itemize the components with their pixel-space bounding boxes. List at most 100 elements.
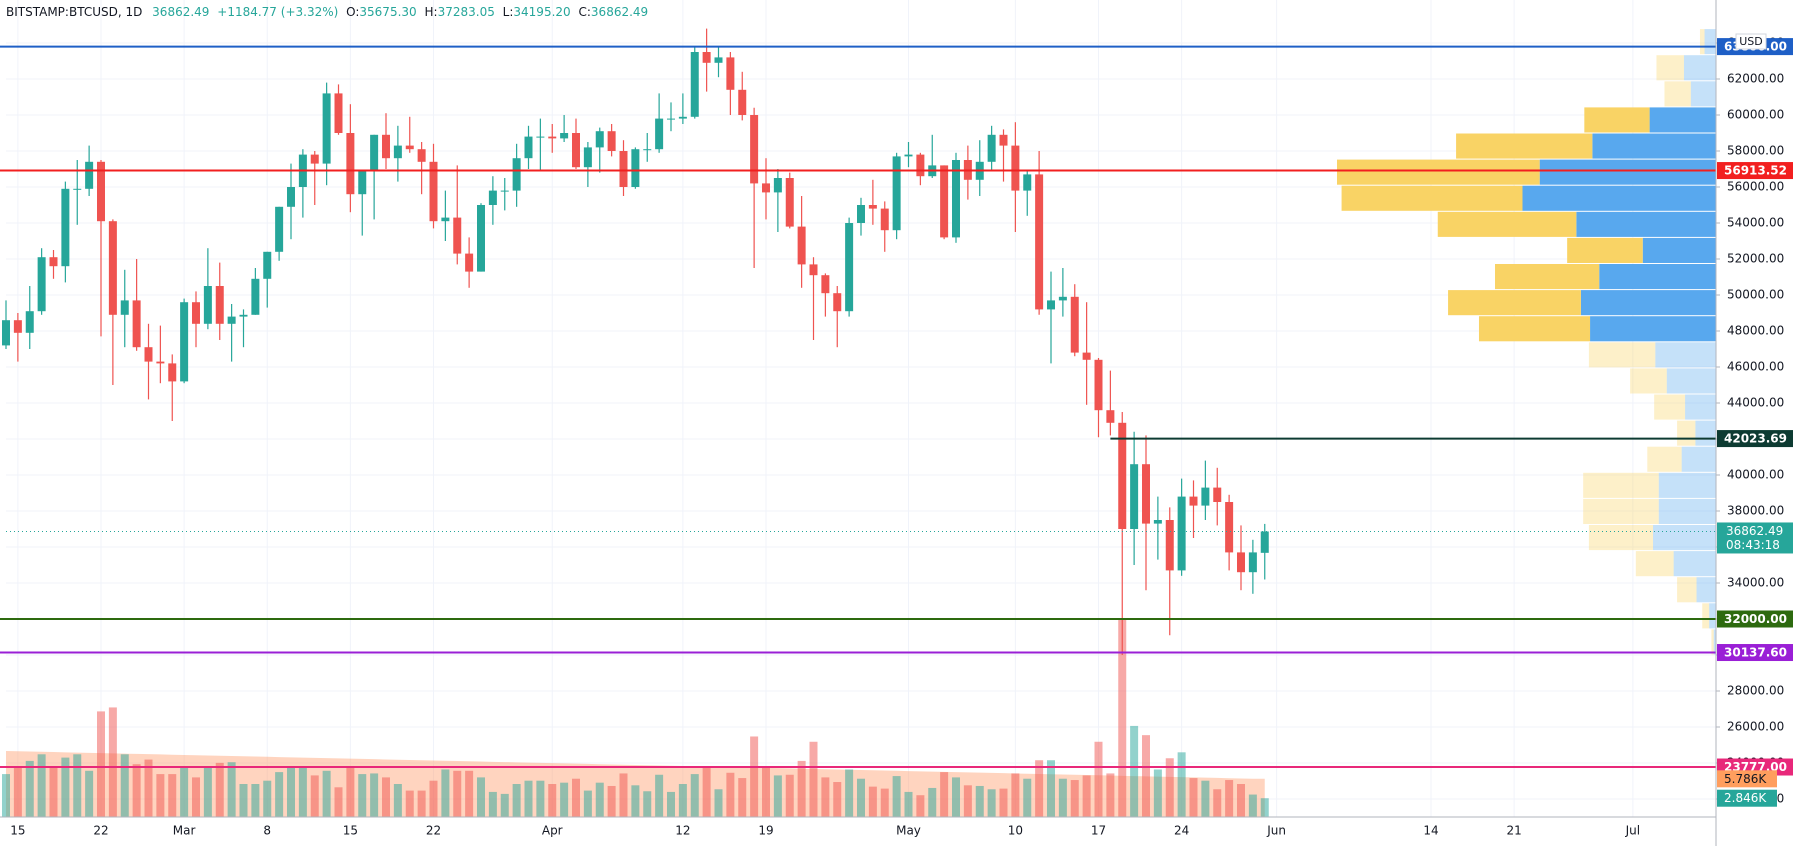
y-tick-label: 50000.00: [1727, 288, 1784, 302]
candle-body: [2, 320, 10, 346]
x-tick-label: May: [896, 824, 921, 838]
volume-bar: [916, 795, 925, 817]
candle-body: [275, 206, 284, 252]
profile-up: [1690, 81, 1716, 107]
profile-up: [1713, 629, 1716, 655]
volume-bar: [773, 775, 782, 817]
candle-body: [572, 133, 580, 168]
profile-down: [1456, 133, 1593, 159]
y-tick-label: 52000.00: [1727, 252, 1784, 266]
candle-body: [619, 151, 628, 187]
volume-tag-bg: [1717, 789, 1777, 807]
y-tick-label: 58000.00: [1727, 144, 1784, 158]
candle-body: [916, 154, 925, 177]
candle-body: [429, 161, 438, 222]
volume-bar: [477, 777, 485, 817]
candle-body: [108, 221, 117, 315]
volume-bar: [892, 776, 901, 817]
candle-body: [690, 52, 699, 117]
volume-bar: [833, 782, 842, 817]
volume-bar: [678, 784, 687, 817]
volume-bar: [1177, 752, 1186, 817]
candle-body: [1023, 174, 1032, 191]
candle-body: [738, 89, 747, 115]
volume-bar: [417, 790, 426, 817]
volume-bar: [1237, 784, 1245, 817]
volume-bar: [298, 767, 307, 817]
volume-bar: [560, 782, 569, 817]
candle-body: [1225, 502, 1234, 553]
candle-body: [785, 178, 794, 227]
y-tick-label: 38000.00: [1727, 504, 1784, 518]
volume-bar: [726, 772, 735, 817]
volume-ma-tag: 5.786K: [1724, 772, 1767, 786]
candle-body: [1237, 552, 1245, 573]
volume-bar: [334, 787, 343, 817]
ohlc-value: 35675.30: [359, 5, 416, 19]
profile-down: [1337, 159, 1540, 185]
candle-body: [678, 116, 687, 119]
y-tick-label: 28000.00: [1727, 684, 1784, 698]
candle-body: [1035, 174, 1044, 310]
level-label: 42023.69: [1724, 432, 1787, 446]
y-tick-label: 48000.00: [1727, 324, 1784, 338]
candle-body: [334, 93, 343, 133]
volume-bar: [821, 777, 830, 817]
volume-bar: [940, 772, 949, 817]
volume-bar: [631, 785, 640, 817]
volume-bar: [500, 793, 509, 817]
profile-up: [1695, 420, 1716, 446]
candle-body: [1047, 300, 1055, 310]
profile-up: [1673, 551, 1716, 577]
y-tick-label: 54000.00: [1727, 216, 1784, 230]
volume-bar: [382, 777, 390, 817]
candle-body: [73, 188, 82, 190]
volume-bar: [797, 760, 806, 817]
profile-down: [1699, 29, 1705, 55]
volume-bar: [1011, 773, 1020, 817]
level-label: 32000.00: [1724, 612, 1787, 626]
profile-up: [1685, 394, 1716, 420]
volume-bar: [809, 741, 818, 817]
candle-body: [370, 134, 379, 171]
x-tick-label: 8: [263, 824, 271, 838]
volume-bar: [393, 784, 402, 817]
volume-bar: [358, 774, 367, 817]
profile-down: [1341, 185, 1523, 211]
candle-body: [1118, 422, 1127, 529]
volume-bar: [1070, 780, 1079, 817]
volume-bar: [702, 767, 711, 817]
volume-bar: [37, 754, 46, 817]
volume-bar: [144, 759, 153, 817]
profile-up: [1709, 603, 1716, 629]
profile-up: [1666, 368, 1716, 394]
volume-bar: [1082, 775, 1091, 817]
volume-bar: [1106, 773, 1115, 817]
volume-bar: [868, 786, 877, 817]
volume-bar: [857, 778, 865, 817]
candle-body: [13, 320, 22, 333]
candle-body: [607, 131, 616, 151]
level-label: 56913.52: [1724, 164, 1787, 178]
candle-body: [631, 149, 640, 187]
profile-down: [1584, 107, 1650, 133]
unit-badge: USD: [1739, 35, 1763, 48]
profile-down: [1583, 498, 1659, 524]
volume-bar: [251, 784, 260, 817]
profile-layer: [1337, 29, 1716, 655]
volume-bar: [524, 780, 533, 817]
candle-body: [25, 311, 34, 333]
profile-up: [1704, 29, 1716, 55]
volume-bar: [168, 774, 177, 817]
volume-bar: [227, 762, 236, 817]
ohlc-key: O:: [346, 5, 359, 19]
ohlc-value: 37283.05: [438, 5, 495, 19]
volume-bar: [108, 707, 117, 817]
volume-bar: [1130, 725, 1139, 817]
x-tick-label: 15: [343, 824, 358, 838]
last-price-label: 36862.49: [1726, 524, 1783, 538]
level-label-bg: [1717, 644, 1793, 662]
profile-down: [1588, 525, 1654, 551]
